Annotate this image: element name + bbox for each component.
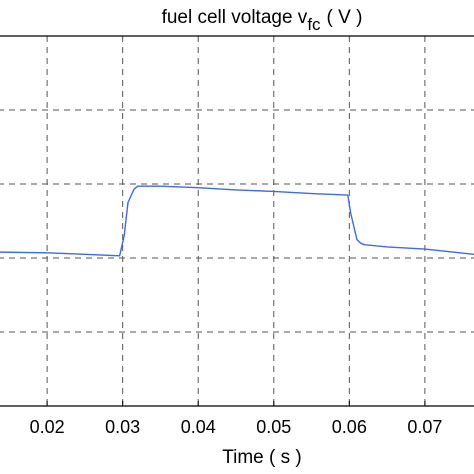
x-axis-label: Time ( s ): [222, 447, 302, 468]
x-tick-label: 0.07: [407, 417, 442, 437]
x-tick-labels: 0.02 0.03 0.04 0.05 0.06 0.07: [30, 417, 443, 437]
grid: [0, 36, 474, 406]
chart-title: fuel cell voltage vfc ( V ): [162, 7, 363, 34]
plot-frame: [0, 35, 474, 407]
x-tick-label: 0.06: [332, 417, 367, 437]
x-tick-label: 0.03: [105, 417, 140, 437]
series-group: [0, 185, 474, 257]
x-tick-label: 0.04: [181, 417, 216, 437]
chart-title-main: fuel cell voltage v: [162, 7, 308, 28]
voltage-series-line: [0, 185, 474, 257]
chart-title-unit: ( V ): [327, 7, 363, 28]
x-tick-label: 0.05: [256, 417, 291, 437]
x-tick-label: 0.02: [30, 417, 65, 437]
chart-title-subscript: fc: [307, 15, 321, 34]
